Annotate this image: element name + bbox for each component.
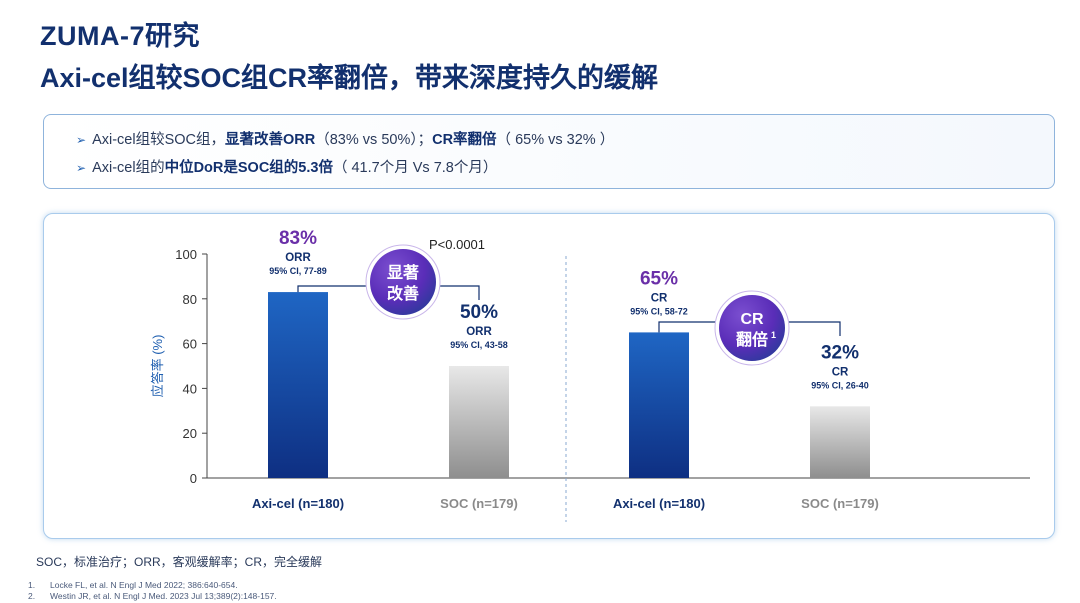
key-point-1-bold-a: 显著改善ORR [225, 132, 316, 148]
abbreviations-note: SOC，标准治疗；ORR，客观缓解率；CR，完全缓解 [36, 555, 323, 569]
key-point-1-text-a: Axi-cel组较SOC组， [92, 132, 225, 148]
data-label-ci: 95% CI, 77-89 [269, 266, 327, 276]
reference-2-text: Westin JR, et al. N Engl J Med. 2023 Jul… [50, 591, 277, 601]
y-tick-label: 100 [175, 247, 197, 262]
data-label-metric: CR [832, 366, 849, 378]
x-category-label: Axi-cel (n=180) [252, 496, 344, 511]
reference-1-number: 1. [28, 580, 36, 590]
x-category-label: Axi-cel (n=180) [613, 496, 705, 511]
y-tick-label: 40 [183, 381, 197, 396]
data-label-metric: ORR [285, 252, 311, 264]
key-point-1-text-c: （ 65% vs 32% ） [496, 132, 615, 148]
data-label-value: 50% [460, 302, 498, 323]
key-point-1-bold-b: CR率翻倍 [432, 132, 497, 148]
key-point-1-text-b: （83% vs 50%）； [315, 132, 433, 148]
p-value-label: P<0.0001 [429, 237, 485, 252]
key-point-2: ➢ Axi-cel组的中位DoR是SOC组的5.3倍（ 41.7个月 Vs 7.8… [76, 156, 497, 177]
data-label-value: 32% [821, 342, 859, 363]
y-tick-label: 60 [183, 337, 197, 352]
arrow-bullet-icon: ➢ [76, 133, 87, 147]
reference-2: 2. Westin JR, et al. N Engl J Med. 2023 J… [28, 591, 277, 601]
badge-circle [370, 249, 436, 315]
badge-line2: 翻倍 [736, 330, 768, 349]
data-label-metric: CR [651, 292, 668, 304]
bar-orr-axi-cel [268, 292, 328, 478]
key-point-2-text-a: Axi-cel组的 [92, 160, 165, 176]
key-point-2-bold-a: 中位DoR是SOC组的5.3倍 [164, 160, 333, 176]
badge-circle [719, 295, 785, 361]
data-label-ci: 95% CI, 43-58 [450, 340, 508, 350]
reference-1: 1. Locke FL, et al. N Engl J Med 2022; 38… [28, 580, 238, 590]
page-title-line2: Axi-cel组较SOC组CR率翻倍，带来深度持久的缓解 [40, 63, 659, 93]
y-tick-label: 80 [183, 292, 197, 307]
chart-panel [43, 213, 1055, 539]
bar-cr-axi-cel [629, 332, 689, 478]
page-title-line1: ZUMA-7研究 [40, 21, 200, 51]
key-point-1: ➢ Axi-cel组较SOC组，显著改善ORR（83% vs 50%）；CR率翻倍… [76, 128, 614, 149]
data-label-ci: 95% CI, 26-40 [811, 380, 869, 390]
x-category-label: SOC (n=179) [801, 496, 879, 511]
badge-line1: 显著 [387, 263, 419, 282]
key-point-2-text-b: （ 41.7个月 Vs 7.8个月） [332, 160, 498, 176]
bar-orr-soc [449, 366, 509, 478]
arrow-bullet-icon: ➢ [76, 161, 87, 175]
x-category-label: SOC (n=179) [440, 496, 518, 511]
reference-2-number: 2. [28, 591, 36, 601]
data-label-value: 65% [640, 268, 678, 289]
y-tick-label: 0 [190, 471, 197, 486]
data-label-value: 83% [279, 228, 317, 249]
y-tick-label: 20 [183, 426, 197, 441]
y-axis-title: 应答率 (%) [150, 335, 165, 398]
bar-cr-soc [810, 406, 870, 478]
badge-line1: CR [740, 311, 764, 328]
badge-superscript: 1 [771, 330, 776, 340]
reference-1-text: Locke FL, et al. N Engl J Med 2022; 386:… [50, 580, 238, 590]
key-points-box: ➢ Axi-cel组较SOC组，显著改善ORR（83% vs 50%）；CR率翻倍… [43, 114, 1055, 189]
data-label-metric: ORR [466, 326, 492, 338]
data-label-ci: 95% CI, 58-72 [630, 306, 688, 316]
badge-line2: 改善 [387, 284, 419, 303]
